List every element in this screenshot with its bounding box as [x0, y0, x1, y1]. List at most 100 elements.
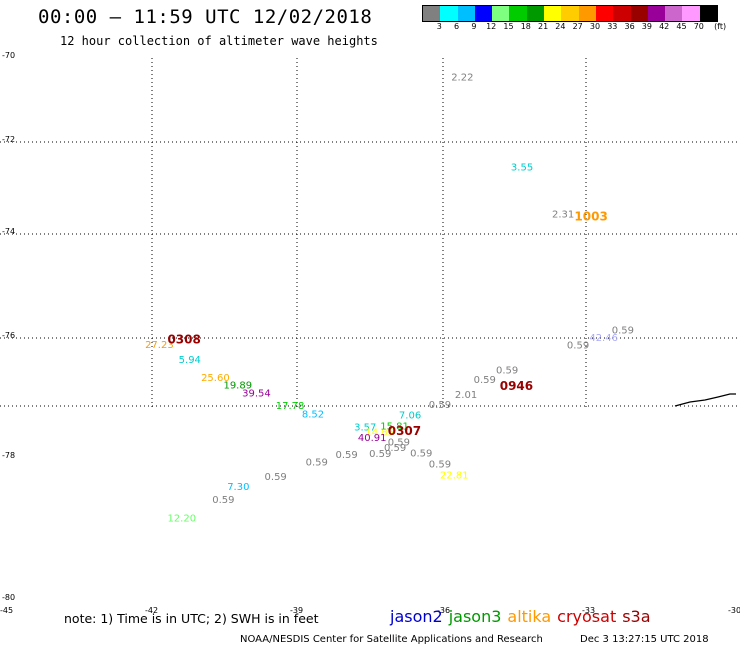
latitude-label: -70	[2, 51, 15, 60]
wave-height-value: 27.23	[145, 340, 174, 351]
wave-height-value: 0.59	[384, 443, 406, 454]
pass-time-label: 0307	[388, 424, 421, 438]
pass-time-label: 0946	[500, 379, 533, 393]
color-scale-label: 36	[624, 22, 635, 31]
latitude-label: -72	[2, 135, 15, 144]
color-scale-label: 15	[503, 22, 514, 31]
color-swatch	[682, 6, 700, 21]
wave-height-value: 0.59	[429, 459, 451, 470]
color-scale-label: 3	[436, 22, 442, 31]
wave-height-value: 40.91	[358, 433, 387, 444]
observation-times: 0308 1003 0946 0307	[167, 209, 607, 438]
longitude-label: -45	[0, 606, 14, 615]
color-scale-label: 18	[520, 22, 531, 31]
color-swatch	[492, 6, 510, 21]
wave-height-value: 2.31	[552, 210, 574, 221]
wave-height-value: 0.59	[474, 375, 496, 386]
color-scale-label: 45	[676, 22, 687, 31]
color-swatch	[457, 6, 475, 21]
wave-height-value: 5.94	[179, 355, 201, 366]
color-scale-label: 30	[589, 22, 601, 31]
color-swatch	[509, 6, 527, 21]
color-swatch	[526, 6, 545, 21]
color-swatch	[665, 6, 683, 21]
latitude-labels: -70 -72 -74 -76 -78 -80	[2, 51, 15, 602]
wave-height-value: 0.59	[567, 341, 589, 352]
wave-height-value: 0.59	[429, 400, 451, 411]
wave-height-value: 7.30	[227, 482, 249, 493]
map-title: 00:00 – 11:59 UTC 12/02/2018	[38, 6, 373, 28]
wave-height-value: 0.59	[410, 448, 432, 459]
color-scale-label: 42	[659, 22, 670, 31]
wave-height-value: 0.59	[306, 457, 328, 468]
color-scale-bar	[422, 5, 719, 22]
wave-height-value: 8.52	[302, 409, 324, 420]
color-swatch	[578, 6, 596, 21]
map-subtitle: 12 hour collection of altimeter wave hei…	[60, 34, 378, 48]
wave-height-value: 12.20	[167, 513, 196, 524]
wave-height-value: 0.59	[212, 495, 234, 506]
color-swatch	[440, 6, 458, 21]
color-scale-label: 27	[572, 22, 583, 31]
wave-height-value: 0.59	[265, 472, 287, 483]
color-swatch	[544, 6, 562, 21]
footnote: note: 1) Time is in UTC; 2) SWH is in fe…	[64, 611, 319, 626]
longitude-label: -36	[437, 606, 451, 615]
longitude-label: -30	[728, 606, 740, 615]
legend-item-s3a: s3a	[622, 607, 651, 626]
wave-height-value: 14.85	[365, 427, 394, 438]
wave-height-value: 19.89	[223, 380, 252, 391]
wave-height-value: 2.22	[451, 72, 473, 83]
color-scale-label: 9	[471, 22, 477, 31]
satellite-legend: jason2 jason3 altika cryosat s3a	[390, 607, 657, 626]
color-swatch	[630, 6, 648, 21]
color-scale-label: 70	[693, 22, 704, 31]
legend-item-jason3: jason3	[448, 607, 502, 626]
wave-height-value: 0.59	[369, 449, 391, 460]
wave-height-value: 39.54	[242, 389, 271, 400]
wave-height-value: 3.55	[511, 162, 533, 173]
wave-height-value: 3.57	[354, 422, 376, 433]
coastline	[674, 393, 736, 407]
color-scale-label: 21	[538, 22, 549, 31]
latitude-label: -78	[2, 451, 15, 460]
legend-item-altika: altika	[507, 607, 552, 626]
latitude-label: -74	[2, 227, 15, 236]
wave-height-value: 25.60	[201, 373, 230, 384]
color-scale-label: 33	[607, 22, 618, 31]
color-scale-label: 6	[454, 22, 460, 31]
color-swatch	[647, 6, 666, 21]
pass-time-label: 1003	[574, 209, 607, 223]
color-swatch	[423, 6, 441, 21]
color-swatch	[595, 6, 614, 21]
color-scale-labels: 3 6 9 12 15 18 21 24 27 30 33 36 39 42 45 70 (ft)	[422, 22, 740, 34]
generation-timestamp: Dec 3 13:27:15 UTC 2018	[580, 634, 709, 645]
color-swatch	[699, 6, 718, 21]
graticule	[0, 58, 740, 408]
longitude-label: -39	[290, 606, 304, 615]
color-scale-label: 12	[486, 22, 497, 31]
wave-height-value: 0.59	[335, 450, 357, 461]
wave-height-value: 2.01	[455, 390, 477, 401]
latitude-label: -80	[2, 593, 15, 602]
wave-height-value: 0.59	[612, 326, 634, 337]
legend-item-cryosat: cryosat	[557, 607, 617, 626]
wave-height-value: 7.06	[399, 411, 421, 422]
wave-height-value: 22.81	[440, 470, 469, 481]
wave-height-value: 0.59	[496, 366, 518, 377]
color-scale-unit: (ft)	[714, 22, 727, 31]
color-scale-label: 39	[641, 22, 652, 31]
credit-line: NOAA/NESDIS Center for Satellite Applica…	[240, 634, 543, 645]
color-swatch	[561, 6, 579, 21]
wave-height-value: 0.59	[388, 438, 410, 449]
longitude-label: -33	[582, 606, 596, 615]
wave-height-value: 42.46	[589, 333, 618, 344]
color-swatch	[613, 6, 631, 21]
color-scale-label: 24	[555, 22, 566, 31]
legend-item-jason2: jason2	[390, 607, 443, 626]
latitude-label: -76	[2, 331, 15, 340]
wave-height-value: 17.78	[276, 401, 305, 412]
pass-time-label: 0308	[167, 333, 200, 347]
wave-height-value: 15.81	[380, 422, 409, 433]
